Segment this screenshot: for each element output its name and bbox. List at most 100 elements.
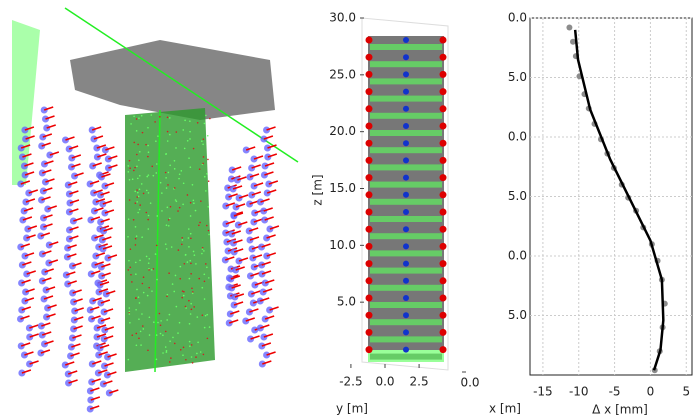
point bbox=[203, 138, 205, 140]
point bbox=[183, 182, 185, 184]
node bbox=[366, 209, 373, 216]
z-axis-label: z [m] bbox=[311, 174, 325, 205]
point bbox=[148, 174, 150, 176]
point bbox=[169, 361, 171, 363]
point bbox=[157, 322, 159, 324]
point bbox=[135, 273, 137, 275]
point-cloud bbox=[70, 40, 275, 120]
point bbox=[187, 194, 189, 196]
node bbox=[403, 295, 409, 301]
point bbox=[138, 318, 140, 320]
point bbox=[203, 354, 205, 356]
point bbox=[148, 192, 150, 194]
point bbox=[190, 215, 192, 217]
node bbox=[440, 174, 447, 181]
plane bbox=[12, 20, 40, 185]
point bbox=[171, 246, 173, 248]
point bbox=[142, 325, 144, 327]
point bbox=[166, 295, 168, 297]
point bbox=[149, 334, 151, 336]
point bbox=[128, 260, 130, 262]
node bbox=[440, 157, 447, 164]
node bbox=[366, 191, 373, 198]
node bbox=[403, 329, 409, 335]
point bbox=[185, 254, 187, 256]
point bbox=[189, 138, 191, 140]
point bbox=[161, 210, 163, 212]
point bbox=[185, 306, 187, 308]
point bbox=[185, 359, 187, 361]
point bbox=[199, 168, 201, 170]
point bbox=[199, 222, 201, 224]
point bbox=[200, 200, 202, 202]
point bbox=[135, 238, 137, 240]
point bbox=[205, 115, 207, 117]
point bbox=[208, 180, 210, 182]
slab bbox=[370, 61, 442, 67]
point bbox=[129, 160, 131, 162]
point bbox=[129, 313, 131, 315]
point bbox=[147, 228, 149, 230]
point bbox=[169, 134, 171, 136]
point bbox=[192, 184, 194, 186]
node bbox=[403, 123, 409, 129]
point bbox=[207, 135, 209, 137]
x-tick-label: 5 bbox=[682, 385, 690, 399]
point bbox=[188, 157, 190, 159]
point bbox=[134, 167, 136, 169]
point bbox=[169, 314, 171, 316]
point bbox=[207, 338, 209, 340]
point bbox=[193, 148, 195, 150]
point bbox=[129, 167, 131, 169]
point bbox=[167, 140, 169, 142]
point bbox=[182, 239, 184, 241]
point bbox=[140, 344, 142, 346]
point bbox=[138, 296, 140, 298]
point bbox=[136, 289, 138, 291]
node bbox=[366, 346, 373, 353]
node bbox=[440, 329, 447, 336]
y-tick-label: -2.5 bbox=[339, 375, 362, 389]
point bbox=[187, 261, 189, 263]
point bbox=[209, 118, 211, 120]
point bbox=[156, 245, 158, 247]
point bbox=[202, 163, 204, 165]
point bbox=[133, 219, 135, 221]
point bbox=[147, 156, 149, 158]
line-plot: -15-10-5055.00.05.00.05.00.0Δ x [mm] bbox=[508, 11, 692, 417]
y-tick-label: 5.0 bbox=[508, 70, 527, 84]
point bbox=[174, 168, 176, 170]
node bbox=[366, 140, 373, 147]
point bbox=[167, 294, 169, 296]
column-points bbox=[125, 108, 215, 372]
node bbox=[403, 140, 409, 146]
node bbox=[366, 157, 373, 164]
point bbox=[187, 140, 189, 142]
point bbox=[136, 118, 138, 120]
point bbox=[175, 131, 177, 133]
point bbox=[177, 210, 179, 212]
point bbox=[169, 340, 171, 342]
point bbox=[189, 120, 191, 122]
point bbox=[160, 320, 162, 322]
point bbox=[194, 254, 196, 256]
slab bbox=[370, 44, 442, 50]
point bbox=[166, 187, 168, 189]
point bbox=[205, 263, 207, 265]
x-tick-label: 0 bbox=[647, 385, 655, 399]
point bbox=[180, 266, 182, 268]
point bbox=[197, 316, 199, 318]
point bbox=[165, 172, 167, 174]
point bbox=[166, 351, 168, 353]
point bbox=[153, 175, 155, 177]
point bbox=[179, 173, 181, 175]
slab bbox=[370, 354, 442, 360]
node bbox=[403, 89, 409, 95]
point bbox=[207, 159, 209, 161]
node bbox=[366, 312, 373, 319]
node bbox=[366, 260, 373, 267]
point bbox=[134, 191, 136, 193]
point bbox=[138, 337, 140, 339]
point bbox=[147, 145, 149, 147]
